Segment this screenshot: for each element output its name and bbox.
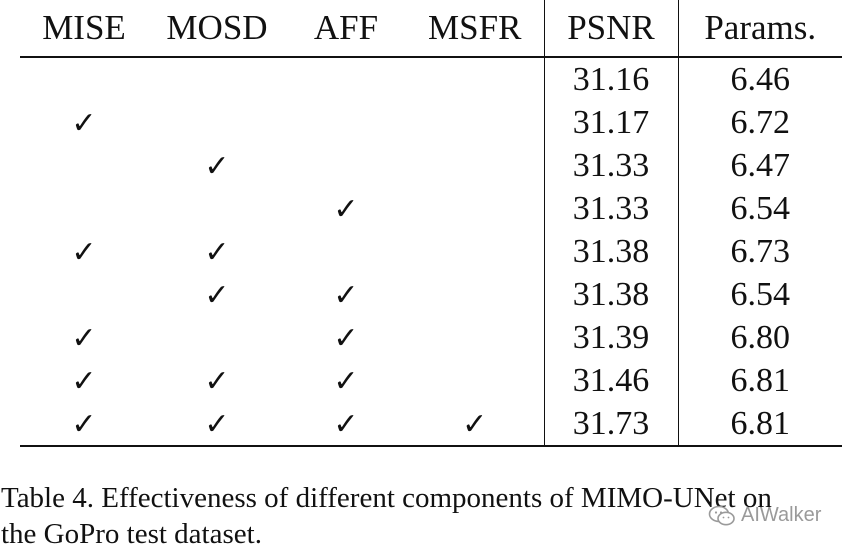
- checkmark-icon: ✓: [71, 363, 97, 399]
- cell-psnr: 31.33: [543, 187, 678, 230]
- cell-psnr: 31.46: [543, 359, 678, 402]
- cell-aff: ✓: [286, 316, 406, 359]
- col-header-params: Params.: [677, 0, 842, 58]
- cell-aff: [286, 101, 406, 144]
- cell-msfr: ✓: [406, 402, 544, 447]
- checkmark-icon: ✓: [71, 406, 97, 442]
- table-row: ✓ ✓ 31.38 6.54: [20, 273, 842, 316]
- cell-psnr: 31.39: [543, 316, 678, 359]
- cell-params: 6.73: [677, 230, 842, 273]
- cell-mosd: ✓: [148, 230, 286, 273]
- checkmark-icon: ✓: [204, 277, 230, 313]
- cell-psnr: 31.17: [543, 101, 678, 144]
- table-row: 31.16 6.46: [20, 57, 842, 101]
- cell-psnr: 31.38: [543, 230, 678, 273]
- col-header-psnr: PSNR: [543, 0, 678, 58]
- table-body: 31.16 6.46 ✓ 31.17 6.72 ✓ 31.33 6.47 ✓ 31.33 6.54 ✓…: [20, 57, 842, 447]
- table-row: ✓ ✓ 31.39 6.80: [20, 316, 842, 359]
- cell-mise: ✓: [20, 316, 148, 359]
- checkmark-icon: ✓: [71, 320, 97, 356]
- cell-mise: ✓: [20, 402, 148, 447]
- cell-params: 6.81: [677, 402, 842, 447]
- watermark-text: AIWalker: [741, 504, 822, 526]
- col-header-mise: MISE: [20, 0, 148, 58]
- ablation-table: MISE MOSD AFF MSFR PSNR Params. 31.16 6.4…: [20, 0, 842, 447]
- table-caption: Table 4. Effectiveness of different comp…: [1, 480, 853, 552]
- table-row: ✓ 31.17 6.72: [20, 101, 842, 144]
- cell-mosd: [148, 57, 286, 101]
- cell-psnr: 31.33: [543, 144, 678, 187]
- cell-params: 6.47: [677, 144, 842, 187]
- ablation-table-container: MISE MOSD AFF MSFR PSNR Params. 31.16 6.4…: [20, 0, 842, 447]
- cell-mise: [20, 187, 148, 230]
- cell-msfr: [406, 273, 544, 316]
- watermark: AIWalker: [708, 504, 821, 527]
- cell-msfr: [406, 359, 544, 402]
- checkmark-icon: ✓: [71, 234, 97, 270]
- cell-msfr: [406, 101, 544, 144]
- cell-psnr: 31.38: [543, 273, 678, 316]
- col-header-aff: AFF: [286, 0, 406, 58]
- cell-aff: ✓: [286, 359, 406, 402]
- cell-mise: ✓: [20, 101, 148, 144]
- cell-mise: [20, 144, 148, 187]
- table-row: ✓ 31.33 6.54: [20, 187, 842, 230]
- cell-aff: [286, 144, 406, 187]
- cell-aff: ✓: [286, 273, 406, 316]
- cell-mise: ✓: [20, 359, 148, 402]
- wechat-icon: [708, 505, 735, 525]
- cell-mise: [20, 273, 148, 316]
- checkmark-icon: ✓: [462, 406, 488, 442]
- cell-mosd: ✓: [148, 144, 286, 187]
- table-row: ✓ ✓ ✓ 31.46 6.81: [20, 359, 842, 402]
- table-header-row: MISE MOSD AFF MSFR PSNR Params.: [20, 0, 842, 58]
- cell-params: 6.46: [677, 57, 842, 101]
- cell-msfr: [406, 144, 544, 187]
- checkmark-icon: ✓: [204, 234, 230, 270]
- cell-params: 6.72: [677, 101, 842, 144]
- checkmark-icon: ✓: [204, 406, 230, 442]
- cell-aff: ✓: [286, 187, 406, 230]
- table-row: ✓ ✓ ✓ ✓ 31.73 6.81: [20, 402, 842, 447]
- caption-line-1: Table 4. Effectiveness of different comp…: [1, 482, 772, 514]
- cell-psnr: 31.16: [543, 57, 678, 101]
- cell-mosd: [148, 187, 286, 230]
- table-row: ✓ ✓ 31.38 6.73: [20, 230, 842, 273]
- cell-msfr: [406, 230, 544, 273]
- cell-params: 6.54: [677, 187, 842, 230]
- cell-mosd: [148, 316, 286, 359]
- cell-mosd: ✓: [148, 359, 286, 402]
- cell-msfr: [406, 187, 544, 230]
- checkmark-icon: ✓: [333, 277, 359, 313]
- cell-mosd: ✓: [148, 273, 286, 316]
- cell-mise: [20, 57, 148, 101]
- checkmark-icon: ✓: [333, 363, 359, 399]
- cell-mise: ✓: [20, 230, 148, 273]
- cell-msfr: [406, 57, 544, 101]
- checkmark-icon: ✓: [204, 363, 230, 399]
- cell-params: 6.54: [677, 273, 842, 316]
- caption-line-2: the GoPro test dataset.: [1, 518, 262, 550]
- table-row: ✓ 31.33 6.47: [20, 144, 842, 187]
- cell-aff: [286, 230, 406, 273]
- checkmark-icon: ✓: [333, 406, 359, 442]
- cell-params: 6.80: [677, 316, 842, 359]
- cell-mosd: [148, 101, 286, 144]
- col-header-mosd: MOSD: [148, 0, 286, 58]
- cell-aff: ✓: [286, 402, 406, 447]
- cell-params: 6.81: [677, 359, 842, 402]
- cell-aff: [286, 57, 406, 101]
- checkmark-icon: ✓: [71, 105, 97, 141]
- checkmark-icon: ✓: [333, 191, 359, 227]
- checkmark-icon: ✓: [333, 320, 359, 356]
- checkmark-icon: ✓: [204, 148, 230, 184]
- col-header-msfr: MSFR: [406, 0, 544, 58]
- cell-mosd: ✓: [148, 402, 286, 447]
- cell-msfr: [406, 316, 544, 359]
- cell-psnr: 31.73: [543, 402, 678, 447]
